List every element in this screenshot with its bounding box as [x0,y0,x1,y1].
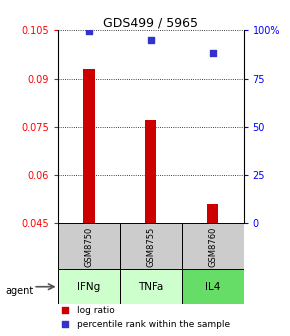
Text: GSM8750: GSM8750 [84,226,93,266]
Point [63,322,68,327]
Text: IL4: IL4 [205,282,220,292]
Text: agent: agent [6,286,34,296]
Bar [83,69,95,223]
Bar [145,120,156,223]
Bar [120,269,182,304]
Point [87,29,91,34]
Bar [207,204,218,223]
Bar [182,223,244,269]
Bar [182,269,244,304]
Text: GSM8760: GSM8760 [208,226,217,267]
Point [210,51,215,56]
Bar [58,269,120,304]
Text: IFNg: IFNg [77,282,101,292]
Bar [58,223,120,269]
Text: log ratio: log ratio [77,306,114,315]
Title: GDS499 / 5965: GDS499 / 5965 [103,16,198,29]
Text: GSM8755: GSM8755 [146,226,155,266]
Text: percentile rank within the sample: percentile rank within the sample [77,320,230,329]
Bar [120,223,182,269]
Text: TNFa: TNFa [138,282,164,292]
Point [148,37,153,43]
Point [63,308,68,313]
